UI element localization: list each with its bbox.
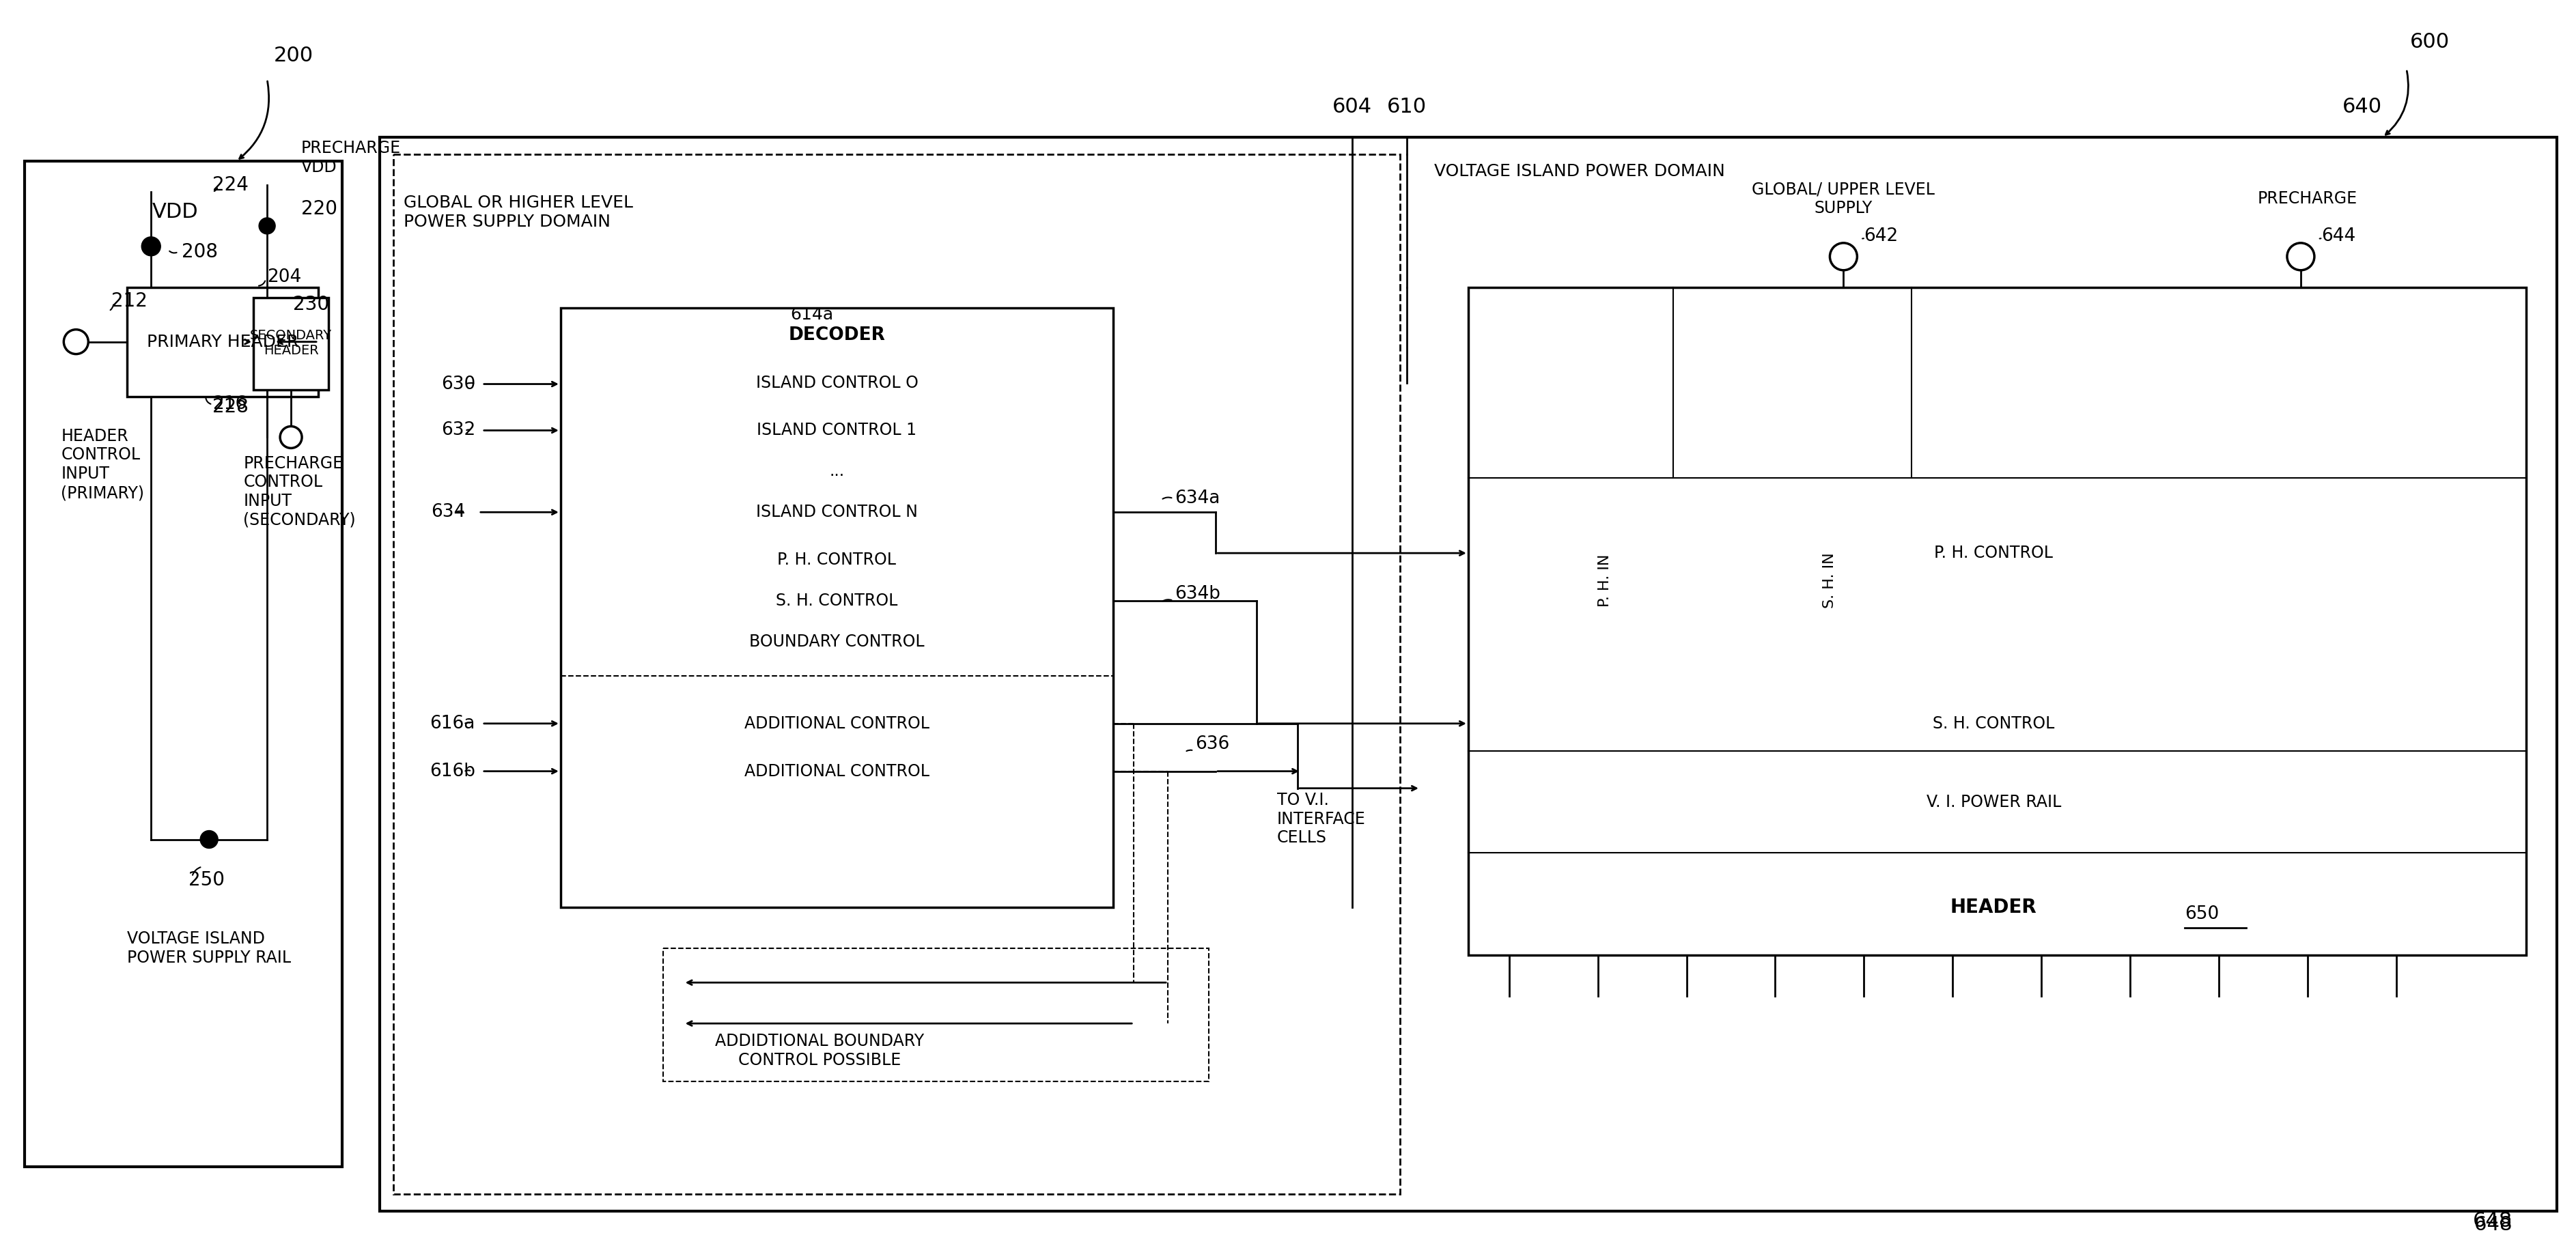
Text: GLOBAL/ UPPER LEVEL
SUPPLY: GLOBAL/ UPPER LEVEL SUPPLY: [1752, 181, 1935, 216]
Circle shape: [258, 217, 276, 235]
Text: DECODER: DECODER: [788, 326, 886, 344]
Text: 630: 630: [440, 376, 474, 393]
Bar: [252, 297, 327, 389]
Text: 634b: 634b: [1175, 585, 1221, 603]
Circle shape: [142, 237, 160, 256]
Bar: [379, 137, 2555, 1211]
Text: 642: 642: [1862, 227, 1899, 245]
Text: 224: 224: [211, 176, 247, 195]
Text: S. H. CONTROL: S. H. CONTROL: [775, 593, 896, 609]
Text: S. H. CONTROL: S. H. CONTROL: [1932, 715, 2053, 731]
Text: ISLAND CONTROL 1: ISLAND CONTROL 1: [757, 422, 917, 438]
Text: VOLTAGE ISLAND POWER DOMAIN: VOLTAGE ISLAND POWER DOMAIN: [1435, 163, 1723, 180]
Text: ADDITIONAL CONTROL: ADDITIONAL CONTROL: [744, 715, 930, 731]
Text: ADDIDTIONAL BOUNDARY
CONTROL POSSIBLE: ADDIDTIONAL BOUNDARY CONTROL POSSIBLE: [716, 1033, 925, 1068]
Text: TO V.I.
INTERFACE
CELLS: TO V.I. INTERFACE CELLS: [1278, 791, 1365, 846]
Text: 636: 636: [1195, 735, 1229, 753]
Text: ...: ...: [829, 463, 845, 479]
Text: BOUNDARY CONTROL: BOUNDARY CONTROL: [750, 634, 925, 650]
Text: P. H. CONTROL: P. H. CONTROL: [778, 552, 896, 568]
Text: 648: 648: [2473, 1212, 2512, 1231]
Text: 616b: 616b: [430, 763, 474, 780]
Text: 616a: 616a: [430, 715, 474, 733]
Text: ISLAND CONTROL O: ISLAND CONTROL O: [755, 374, 917, 391]
Text: 228: 228: [211, 398, 247, 417]
Bar: [1468, 287, 2524, 955]
Text: 230: 230: [294, 295, 330, 313]
Circle shape: [1829, 243, 1857, 271]
Bar: [562, 308, 1113, 907]
Text: VOLTAGE ISLAND
POWER SUPPLY RAIL: VOLTAGE ISLAND POWER SUPPLY RAIL: [126, 931, 291, 966]
Text: HEADER: HEADER: [1950, 899, 2038, 917]
Text: 610: 610: [1386, 96, 1427, 116]
Text: 216: 216: [211, 396, 247, 413]
Text: S. H. IN: S. H. IN: [1824, 553, 1837, 608]
Bar: [662, 948, 1208, 1082]
Circle shape: [2287, 243, 2313, 271]
Text: PRIMARY HEADER: PRIMARY HEADER: [147, 333, 299, 349]
Bar: [394, 155, 1399, 1194]
Text: 648: 648: [2473, 1216, 2512, 1234]
Circle shape: [281, 427, 301, 448]
Text: 208: 208: [183, 242, 219, 261]
Text: PRECHARGE
CONTROL
INPUT
(SECONDARY): PRECHARGE CONTROL INPUT (SECONDARY): [242, 456, 355, 528]
Text: 200: 200: [273, 46, 314, 65]
Text: P. H. CONTROL: P. H. CONTROL: [1935, 545, 2053, 562]
Circle shape: [201, 831, 219, 849]
Text: 212: 212: [111, 291, 147, 311]
Bar: [26, 161, 343, 1167]
Text: V. I. POWER RAIL: V. I. POWER RAIL: [1927, 794, 2061, 810]
Text: 604: 604: [1332, 96, 1370, 116]
Text: 600: 600: [2409, 32, 2450, 51]
Text: 250: 250: [188, 871, 224, 890]
Text: 632: 632: [440, 422, 474, 439]
Text: HEADER
CONTROL
INPUT
(PRIMARY): HEADER CONTROL INPUT (PRIMARY): [62, 428, 144, 502]
Text: PRECHARGE
VDD: PRECHARGE VDD: [301, 140, 402, 176]
Text: 640: 640: [2342, 96, 2380, 116]
Text: ISLAND CONTROL N: ISLAND CONTROL N: [755, 504, 917, 520]
Text: PRECHARGE: PRECHARGE: [2257, 191, 2357, 207]
Text: 634a: 634a: [1175, 489, 1218, 508]
Text: GLOBAL OR HIGHER LEVEL
POWER SUPPLY DOMAIN: GLOBAL OR HIGHER LEVEL POWER SUPPLY DOMA…: [404, 195, 634, 230]
Bar: [126, 287, 319, 397]
Text: 204: 204: [268, 268, 301, 286]
Text: VDD: VDD: [152, 202, 198, 222]
Text: 220: 220: [301, 200, 337, 218]
Text: P. H. IN: P. H. IN: [1597, 554, 1610, 607]
Text: 614a: 614a: [791, 306, 832, 323]
Text: 634: 634: [430, 503, 464, 522]
Text: ADDITIONAL CONTROL: ADDITIONAL CONTROL: [744, 763, 930, 780]
Text: SECONDARY
HEADER: SECONDARY HEADER: [250, 329, 332, 357]
Circle shape: [64, 329, 88, 354]
Text: 644: 644: [2321, 227, 2354, 245]
Text: 650: 650: [2184, 906, 2218, 924]
